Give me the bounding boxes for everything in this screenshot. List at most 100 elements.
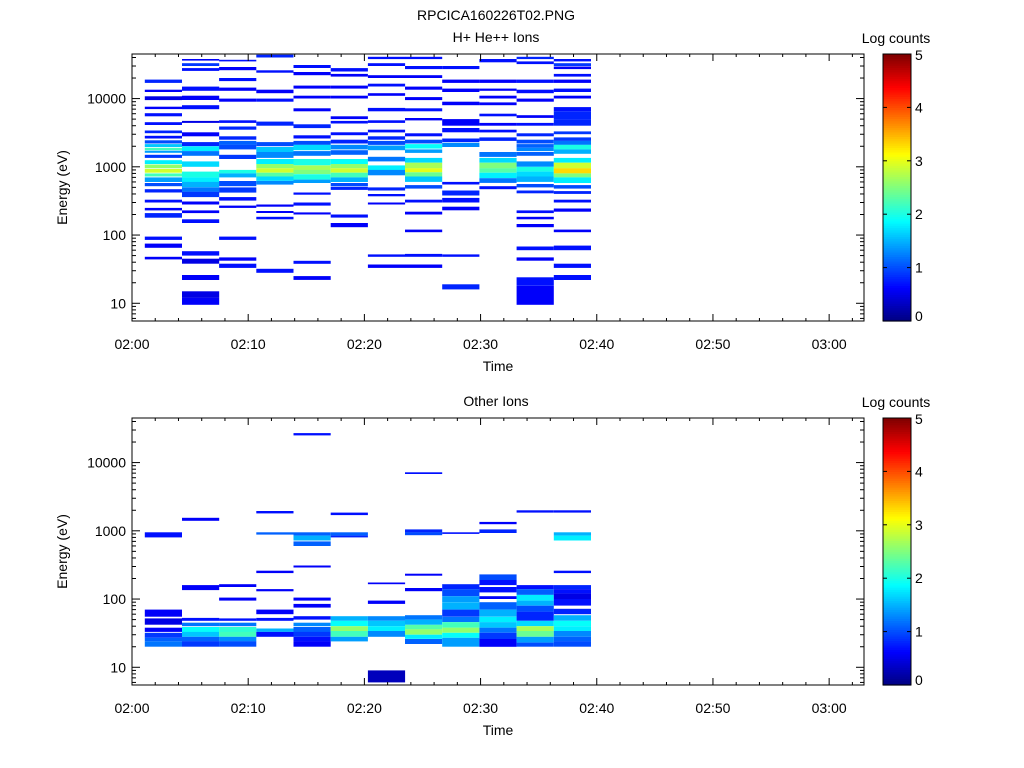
- colorbar-step: [883, 651, 911, 655]
- colorbar-step: [883, 225, 911, 229]
- colorbar-step: [883, 62, 911, 66]
- heatmap-cell: [516, 589, 554, 595]
- colorbar-step: [883, 287, 911, 291]
- colorbar-step: [883, 260, 911, 264]
- heatmap-cell: [256, 181, 294, 185]
- heatmap-cell: [182, 120, 220, 123]
- colorbar-step: [883, 314, 911, 318]
- colorbar-step: [883, 602, 911, 606]
- colorbar-step: [883, 247, 911, 251]
- x-axis-label: Time: [483, 722, 514, 738]
- colorbar-step: [883, 200, 911, 204]
- colorbar-step: [883, 167, 911, 171]
- colorbar-step: [883, 265, 911, 269]
- x-axis: 02:00 02:10 02:20 02:30 02:40 02:50 03:00: [114, 54, 853, 352]
- colorbar-step: [883, 611, 911, 615]
- colorbar-step: [883, 232, 911, 235]
- heatmap-cell: [442, 589, 480, 597]
- colorbar-step: [883, 433, 911, 437]
- heatmap-cell: [219, 205, 257, 208]
- colorbar-step: [883, 676, 911, 679]
- colorbar-label: Log counts: [862, 394, 931, 410]
- heatmap-cell: [479, 137, 517, 141]
- heatmap-cell: [405, 144, 443, 149]
- heatmap-cell: [553, 173, 591, 178]
- heatmap-cell: [293, 622, 331, 627]
- colorbar-step: [883, 218, 911, 222]
- colorbar-step: [883, 469, 911, 472]
- heatmap-cell: [182, 517, 220, 521]
- heatmap-cell: [405, 634, 443, 639]
- heatmap-cell: [553, 585, 591, 590]
- heatmap-cell: [256, 204, 294, 207]
- heatmap-cell: [405, 172, 443, 177]
- colorbar-step: [883, 87, 911, 91]
- colorbar-step: [883, 618, 911, 622]
- heatmap-cell: [182, 132, 220, 137]
- heatmap-cell: [442, 88, 480, 92]
- colorbar-step: [883, 562, 911, 566]
- heatmap-cell: [256, 511, 294, 514]
- heatmap-cell: [553, 229, 591, 233]
- heatmap-cell: [442, 616, 480, 623]
- heatmap-cell: [553, 162, 591, 169]
- colorbar-step: [883, 254, 911, 258]
- heatmap-cell: [144, 627, 182, 632]
- x-tick-label: 02:00: [114, 336, 149, 352]
- heatmap-cell: [553, 107, 591, 112]
- heatmap-cell: [256, 152, 294, 158]
- colorbar-step: [883, 256, 911, 260]
- heatmap-cell: [330, 172, 368, 178]
- y-axis-label: Energy (eV): [54, 514, 70, 589]
- heatmap-cell: [516, 277, 554, 286]
- heatmap-cell: [553, 63, 591, 66]
- heatmap-cell: [405, 529, 443, 533]
- heatmap-cell: [219, 597, 257, 601]
- heatmap-cell: [182, 617, 220, 621]
- colorbar-step: [883, 558, 911, 561]
- heatmap-cell: [367, 156, 406, 162]
- heatmap-cell: [182, 585, 220, 591]
- colorbar-step: [883, 109, 911, 113]
- colorbar-step: [883, 69, 911, 73]
- colorbar-step: [883, 220, 911, 224]
- heatmap-cell: [144, 140, 182, 144]
- heatmap-cell: [553, 636, 591, 642]
- colorbar-step: [883, 305, 911, 309]
- panel-other-ions: 02:00 02:10 02:20 02:30 02:40 02:50 03:00 Time 1…: [54, 393, 930, 738]
- heatmap-cell: [516, 190, 554, 194]
- heatmap-cell: [479, 521, 517, 525]
- heatmap-cell: [479, 102, 517, 106]
- colorbar-step: [883, 431, 911, 435]
- heatmap-cell: [367, 75, 406, 78]
- heatmap-cell: [330, 144, 368, 150]
- heatmap-cell: [367, 107, 406, 112]
- colorbar-step: [883, 640, 911, 644]
- colorbar-step: [883, 673, 911, 677]
- colorbar-step: [883, 58, 911, 62]
- heatmap-cell: [553, 119, 591, 126]
- heatmap-cell: [144, 160, 182, 164]
- colorbar-step: [883, 134, 911, 137]
- heatmap-cell: [516, 620, 554, 627]
- colorbar-step: [883, 624, 911, 628]
- heatmap-cell: [219, 140, 257, 145]
- heatmap-cell: [219, 622, 257, 627]
- y-tick-label: 100: [103, 591, 127, 607]
- heatmap-cell: [516, 147, 554, 152]
- heatmap-cell: [182, 171, 220, 178]
- heatmap-cell: [553, 631, 591, 637]
- heatmap-cell: [367, 83, 406, 87]
- heatmap-cell: [219, 144, 257, 150]
- colorbar-step: [883, 283, 911, 287]
- y-tick-label: 10000: [87, 91, 126, 107]
- heatmap-cell: [442, 596, 480, 603]
- heatmap-cell: [553, 641, 591, 647]
- heatmap-cell: [144, 113, 182, 117]
- colorbar-step: [883, 629, 911, 633]
- colorbar-step: [883, 198, 911, 202]
- heatmap-cell: [293, 616, 331, 620]
- colorbar-step: [883, 303, 911, 307]
- heatmap-cell: [367, 620, 406, 627]
- heatmap-cell: [330, 620, 368, 627]
